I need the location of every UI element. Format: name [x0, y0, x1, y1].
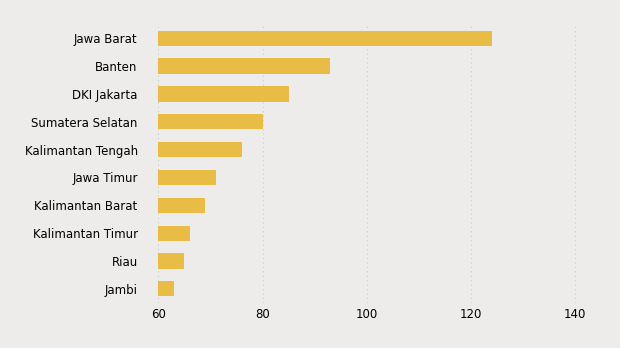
Bar: [158, 253, 184, 269]
Bar: [158, 31, 492, 46]
Bar: [158, 281, 174, 296]
Bar: [158, 114, 262, 129]
Bar: [158, 170, 216, 185]
Bar: [158, 58, 330, 74]
Bar: [158, 86, 288, 102]
Bar: [158, 198, 205, 213]
Bar: [158, 226, 190, 241]
Bar: [158, 142, 242, 157]
